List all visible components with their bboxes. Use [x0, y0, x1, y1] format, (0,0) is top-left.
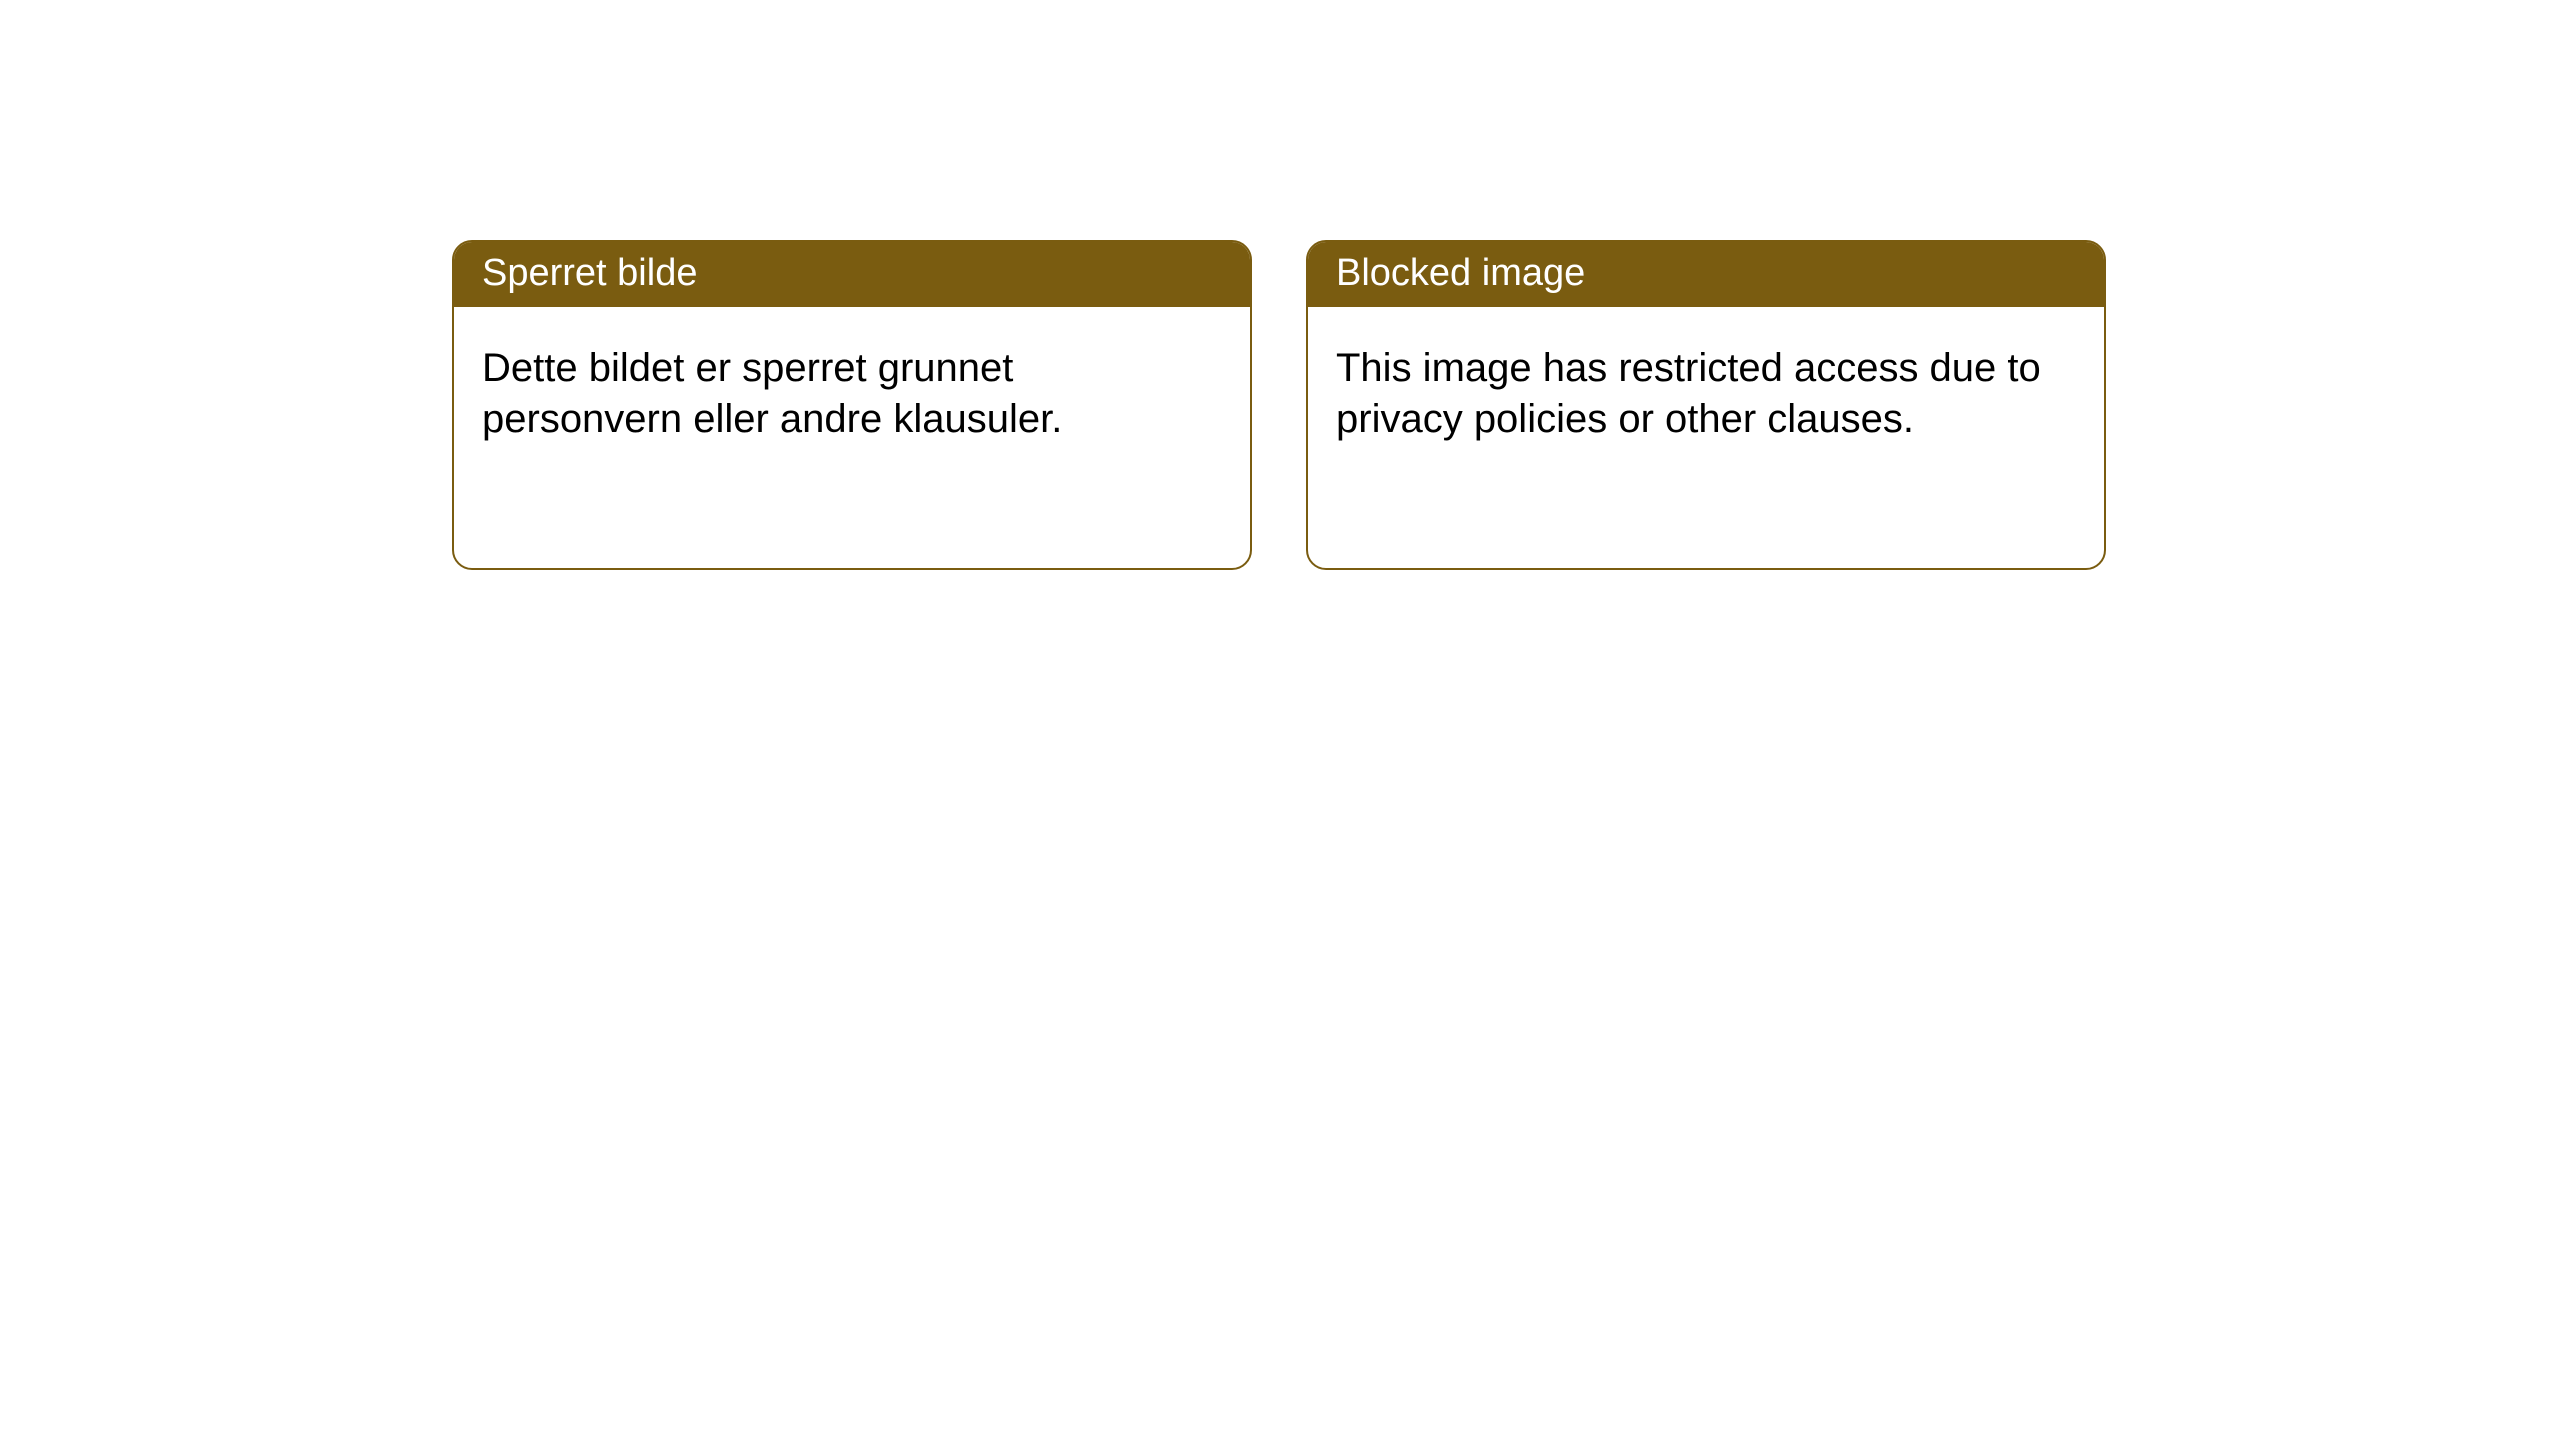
blocked-image-card-en: Blocked image This image has restricted …	[1306, 240, 2106, 570]
notice-container: Sperret bilde Dette bildet er sperret gr…	[0, 0, 2560, 570]
card-body: This image has restricted access due to …	[1308, 307, 2104, 481]
card-body-text: Dette bildet er sperret grunnet personve…	[482, 346, 1062, 441]
card-body: Dette bildet er sperret grunnet personve…	[454, 307, 1250, 481]
blocked-image-card-no: Sperret bilde Dette bildet er sperret gr…	[452, 240, 1252, 570]
card-header: Sperret bilde	[454, 242, 1250, 307]
card-title: Blocked image	[1336, 252, 1585, 294]
card-header: Blocked image	[1308, 242, 2104, 307]
card-title: Sperret bilde	[482, 252, 697, 294]
card-body-text: This image has restricted access due to …	[1336, 346, 2041, 441]
